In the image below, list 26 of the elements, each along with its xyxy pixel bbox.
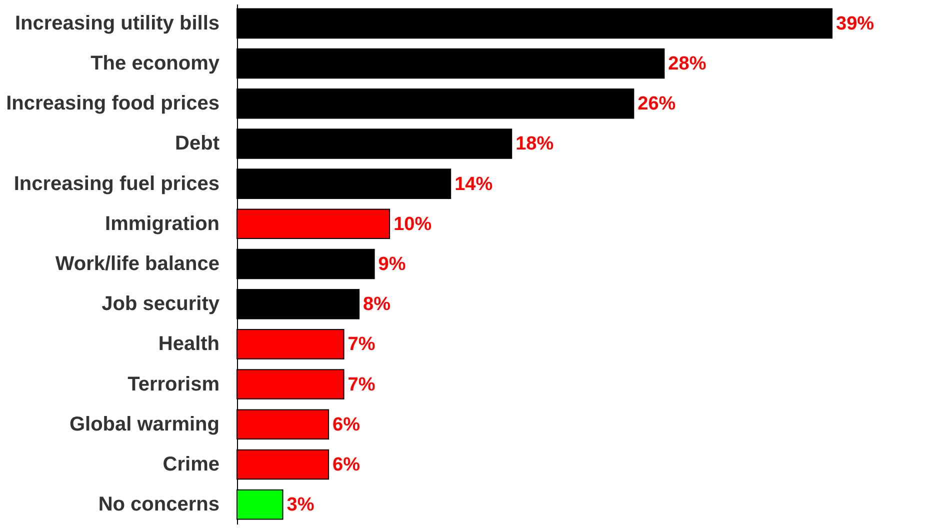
data-label: 9%: [378, 254, 406, 275]
data-label: 6%: [332, 454, 360, 476]
y-tick-label: Increasing utility bills: [15, 12, 220, 34]
data-label: 14%: [454, 174, 493, 195]
data-label: 39%: [836, 13, 874, 34]
y-tick-label: Debt: [175, 132, 220, 155]
data-label: 3%: [286, 494, 314, 516]
data-label: 10%: [394, 214, 432, 235]
data-label: 28%: [668, 54, 706, 75]
y-tick-label: Work/life balance: [55, 253, 220, 275]
y-tick-label: The economy: [90, 52, 220, 75]
data-label: 18%: [516, 134, 554, 155]
data-label: 26%: [638, 94, 676, 115]
y-tick-label: Increasing fuel prices: [14, 172, 220, 195]
y-tick-label: Global warming: [69, 413, 220, 436]
data-label: 8%: [363, 294, 391, 316]
y-tick-label: Crime: [162, 453, 220, 476]
y-tick-label: No concerns: [98, 494, 220, 516]
data-label: 6%: [332, 414, 360, 436]
y-tick-label: Health: [158, 333, 220, 356]
data-label: 7%: [348, 374, 376, 396]
y-tick-label: Immigration: [105, 212, 220, 235]
y-tick-label: Job security: [102, 293, 220, 316]
data-label: 7%: [348, 334, 376, 356]
y-tick-label: Terrorism: [128, 373, 220, 396]
y-tick-label: Increasing food prices: [6, 92, 220, 115]
